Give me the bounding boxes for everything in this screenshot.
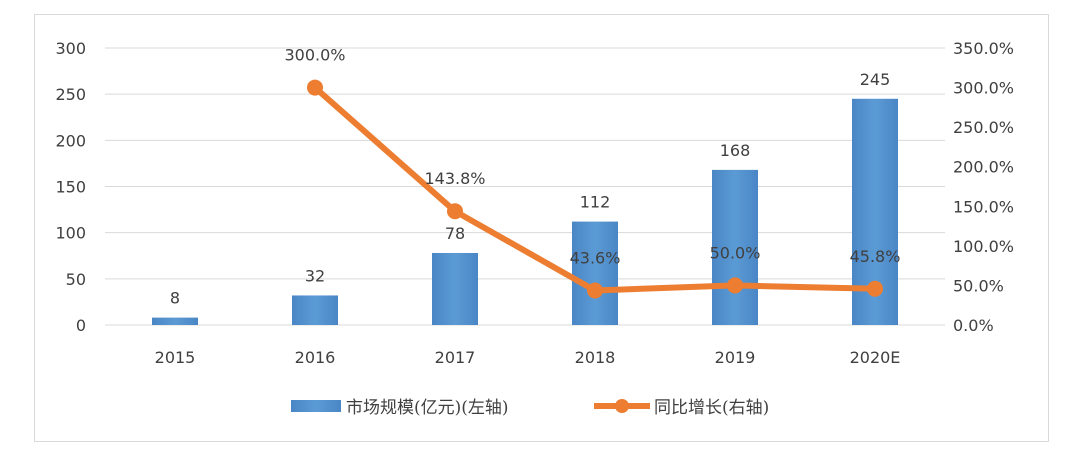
line-point: [727, 277, 743, 294]
bar-data-label: 168: [720, 141, 751, 160]
bar-data-label: 112: [580, 193, 611, 212]
x-tick-label: 2016: [295, 348, 336, 367]
x-tick-label: 2020E: [850, 348, 901, 367]
gridlines: [105, 47, 945, 326]
right-tick-label: 0.0%: [953, 316, 994, 335]
bar: [432, 252, 478, 325]
line-point: [307, 79, 323, 96]
bar: [572, 221, 618, 325]
right-axis: 0.0% 50.0% 100.0% 150.0% 200.0% 250.0% 300.0% 3…: [953, 39, 1014, 335]
x-tick-label: 2015: [155, 348, 196, 367]
bar-data-labels: 8 32 78 112 168 245: [170, 70, 890, 308]
left-tick-label: 150: [55, 178, 86, 197]
line-data-label: 50.0%: [710, 243, 761, 262]
right-tick-label: 300.0%: [953, 79, 1014, 98]
x-tick-label: 2017: [435, 348, 476, 367]
bar-data-label: 8: [170, 289, 180, 308]
left-tick-label: 200: [55, 131, 86, 150]
bar: [292, 295, 338, 325]
legend-marker-line: [615, 399, 629, 413]
left-tick-label: 300: [55, 39, 86, 58]
legend-label-bar: 市场规模(亿元)(左轴): [346, 398, 509, 418]
bar: [712, 169, 758, 325]
bar-data-label: 245: [860, 70, 891, 89]
left-tick-label: 50: [66, 270, 86, 289]
legend-label-line: 同比增长(右轴): [654, 398, 769, 418]
x-tick-label: 2019: [715, 348, 756, 367]
line-series: [307, 79, 883, 299]
line-point: [587, 282, 603, 299]
line-data-label: 43.6%: [570, 248, 621, 267]
legend-swatch-bar: [291, 400, 341, 412]
bar: [152, 317, 198, 325]
line-data-label: 143.8%: [424, 169, 485, 188]
right-tick-label: 350.0%: [953, 39, 1014, 58]
legend: 市场规模(亿元)(左轴) 同比增长(右轴): [291, 398, 769, 418]
right-tick-label: 250.0%: [953, 118, 1014, 137]
left-axis: 0 50 100 150 200 250 300: [55, 39, 86, 335]
line-data-label: 300.0%: [284, 46, 345, 65]
right-tick-label: 50.0%: [953, 276, 1004, 295]
line-data-label: 45.8%: [850, 247, 901, 266]
right-tick-label: 150.0%: [953, 197, 1014, 216]
left-tick-label: 0: [76, 316, 86, 335]
right-tick-label: 200.0%: [953, 158, 1014, 177]
x-axis: 2015 2016 2017 2018 2019 2020E: [155, 348, 901, 367]
bar-data-label: 78: [445, 224, 465, 243]
line-point: [447, 203, 463, 220]
x-tick-label: 2018: [575, 348, 616, 367]
bar-series: [152, 98, 898, 326]
line-data-labels: 300.0% 143.8% 43.6% 50.0% 45.8%: [284, 46, 900, 268]
line-point: [867, 280, 883, 297]
left-tick-label: 100: [55, 224, 86, 243]
left-tick-label: 250: [55, 85, 86, 104]
right-tick-label: 100.0%: [953, 237, 1014, 256]
bar-data-label: 32: [305, 266, 325, 285]
